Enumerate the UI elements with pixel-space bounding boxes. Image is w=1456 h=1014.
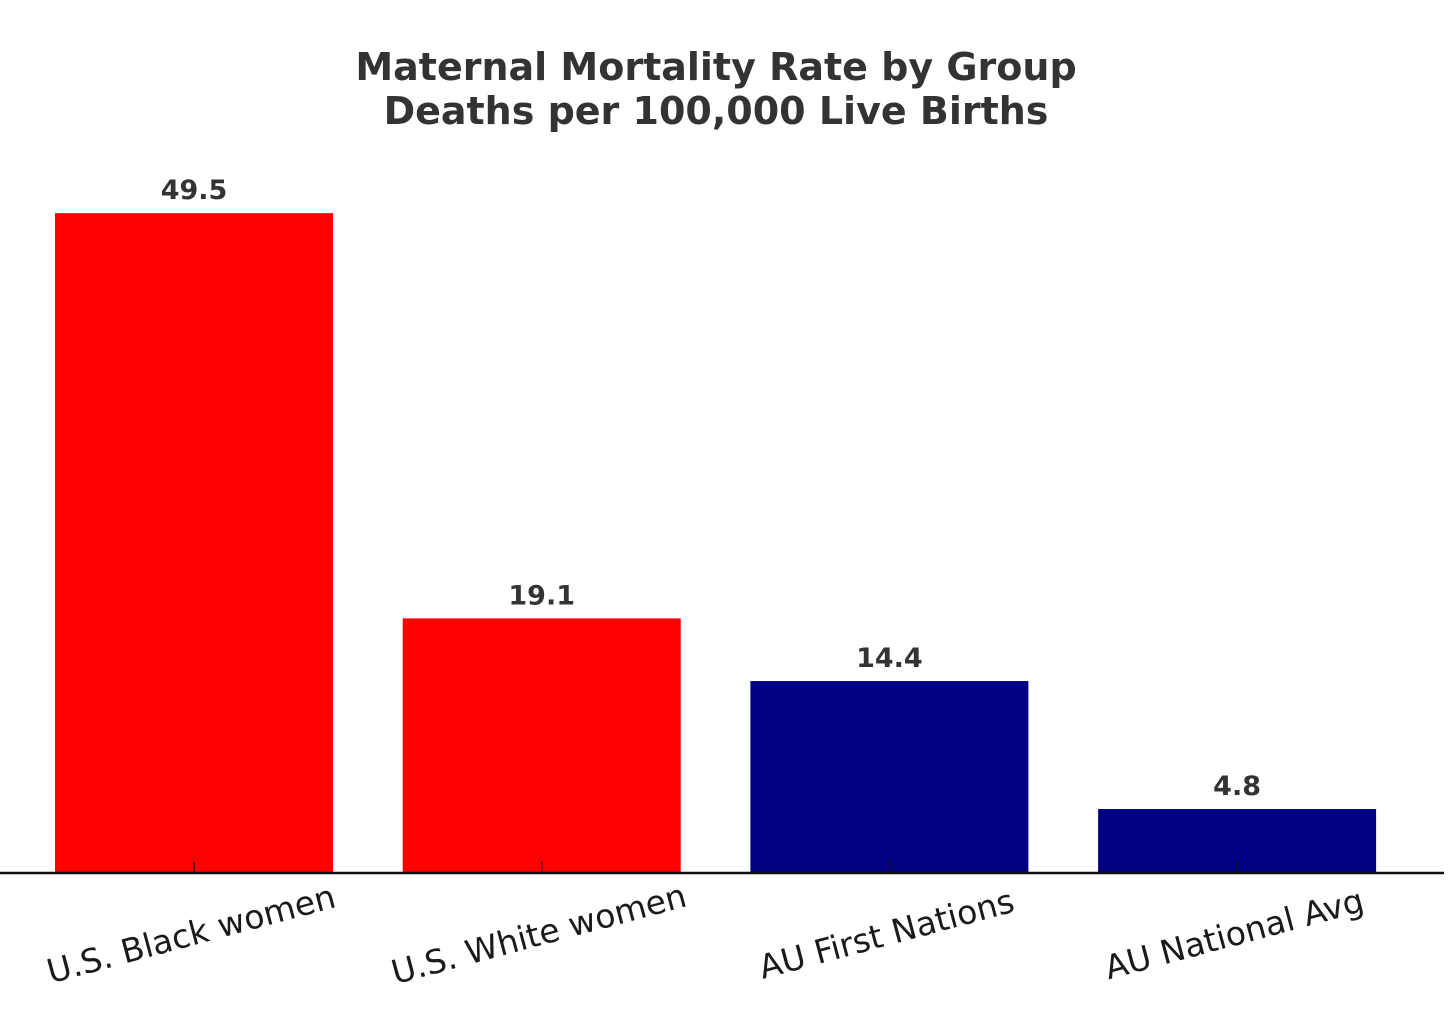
value-label-u-s-white-women: 19.1 [508, 580, 575, 611]
value-labels: 49.5 19.1 14.4 4.8 [161, 175, 1261, 802]
bar-au-first-nations [750, 681, 1029, 873]
tick-label-u-s-white-women: U.S. White women [387, 876, 690, 992]
value-label-au-first-nations: 14.4 [856, 643, 923, 674]
bar-u-s-black-women [55, 213, 333, 874]
tick-label-au-national-avg: AU National Avg [1100, 881, 1367, 988]
chart-title: Maternal Mortality Rate by Group Deaths … [355, 45, 1076, 133]
value-label-au-national-avg: 4.8 [1213, 771, 1261, 802]
value-label-u-s-black-women: 49.5 [161, 175, 228, 206]
tick-label-u-s-black-women: U.S. Black women [43, 877, 340, 992]
chart-title-line-1: Maternal Mortality Rate by Group [355, 45, 1076, 89]
x-axis-ticks [193, 862, 1238, 873]
x-axis-tick-labels: U.S. Black women U.S. White women AU First… [43, 876, 1368, 992]
bar-u-s-white-women [402, 618, 681, 873]
bars [55, 213, 1377, 874]
tick-label-au-first-nations: AU First Nations [755, 881, 1019, 987]
chart-title-line-2: Deaths per 100,000 Live Births [384, 89, 1049, 133]
